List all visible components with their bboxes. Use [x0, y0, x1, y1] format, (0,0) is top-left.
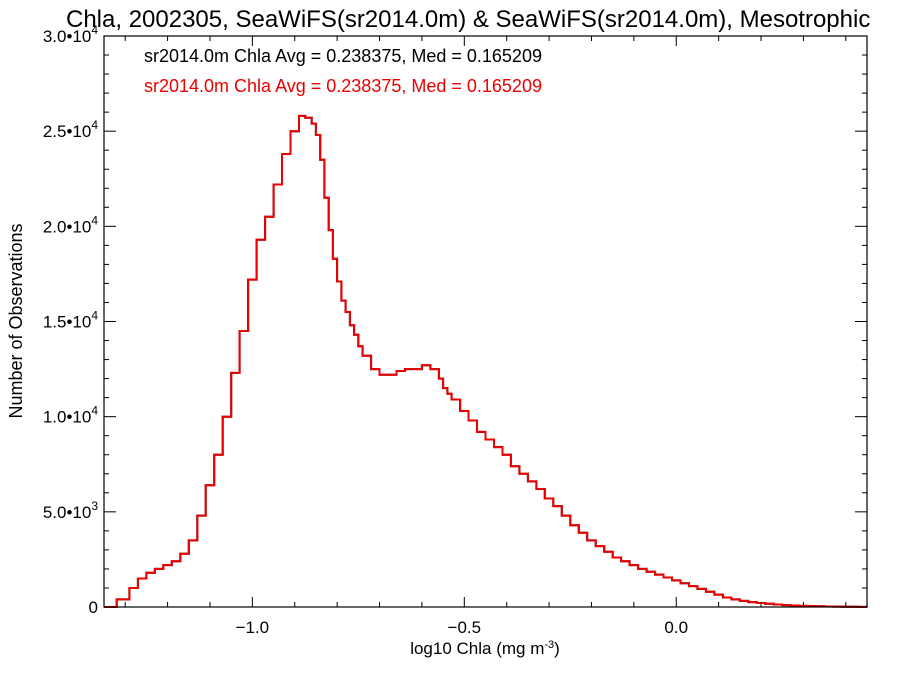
y-tick-label: 1.5•104 — [43, 309, 99, 332]
y-tick-label-exponent: 4 — [91, 213, 98, 227]
x-axis-label: log10 Chla (mg m-3) — [410, 639, 560, 658]
series-layer — [104, 114, 868, 608]
y-tick-label-mantissa: 3.0•10 — [43, 27, 92, 46]
y-tick-label-mantissa: 1.0•10 — [43, 408, 92, 427]
plot-area: −1.0 −0.5 0.0 05.0•1031.0•1041.5•1042.0•10… — [43, 23, 868, 637]
x-tick-label: −1.0 — [236, 618, 270, 637]
y-tick-label: 3.0•104 — [43, 23, 99, 46]
y-tick-label-mantissa: 0 — [89, 598, 98, 617]
y-tick-label: 5.0•103 — [43, 499, 99, 522]
annotation-line-1: sr2014.0m Chla Avg = 0.238375, Med = 0.1… — [144, 46, 542, 66]
y-tick-label: 2.5•104 — [43, 118, 99, 141]
y-tick-label-mantissa: 1.5•10 — [43, 313, 92, 332]
histogram-series-2 — [104, 114, 868, 608]
y-tick-label-exponent: 4 — [91, 118, 98, 132]
y-axis-ticks: 05.0•1031.0•1041.5•1042.0•1042.5•1043.0•… — [43, 23, 867, 617]
y-tick-label-exponent: 4 — [91, 23, 98, 37]
x-axis-label-superscript: -3 — [544, 639, 554, 651]
y-tick-label-exponent: 3 — [91, 499, 98, 513]
x-axis-label-end: ) — [554, 639, 560, 658]
x-axis-label-main: log10 Chla (mg m — [410, 639, 544, 658]
y-tick-label-mantissa: 2.5•10 — [43, 122, 92, 141]
y-tick-label-mantissa: 2.0•10 — [43, 217, 92, 236]
y-tick-label: 0 — [89, 598, 98, 617]
x-tick-label: −0.5 — [448, 618, 482, 637]
y-tick-label-exponent: 4 — [91, 309, 98, 323]
x-axis-ticks: −1.0 −0.5 0.0 — [124, 36, 847, 637]
annotation-line-2: sr2014.0m Chla Avg = 0.238375, Med = 0.1… — [144, 76, 542, 96]
chart-title: Chla, 2002305, SeaWiFS(sr2014.0m) & SeaW… — [66, 6, 870, 33]
y-tick-label: 1.0•104 — [43, 404, 99, 427]
y-axis-label: Number of Observations — [6, 223, 26, 418]
x-tick-label: 0.0 — [664, 618, 688, 637]
y-tick-label-mantissa: 5.0•10 — [43, 503, 92, 522]
y-tick-label-exponent: 4 — [91, 404, 98, 418]
y-tick-label: 2.0•104 — [43, 213, 99, 236]
